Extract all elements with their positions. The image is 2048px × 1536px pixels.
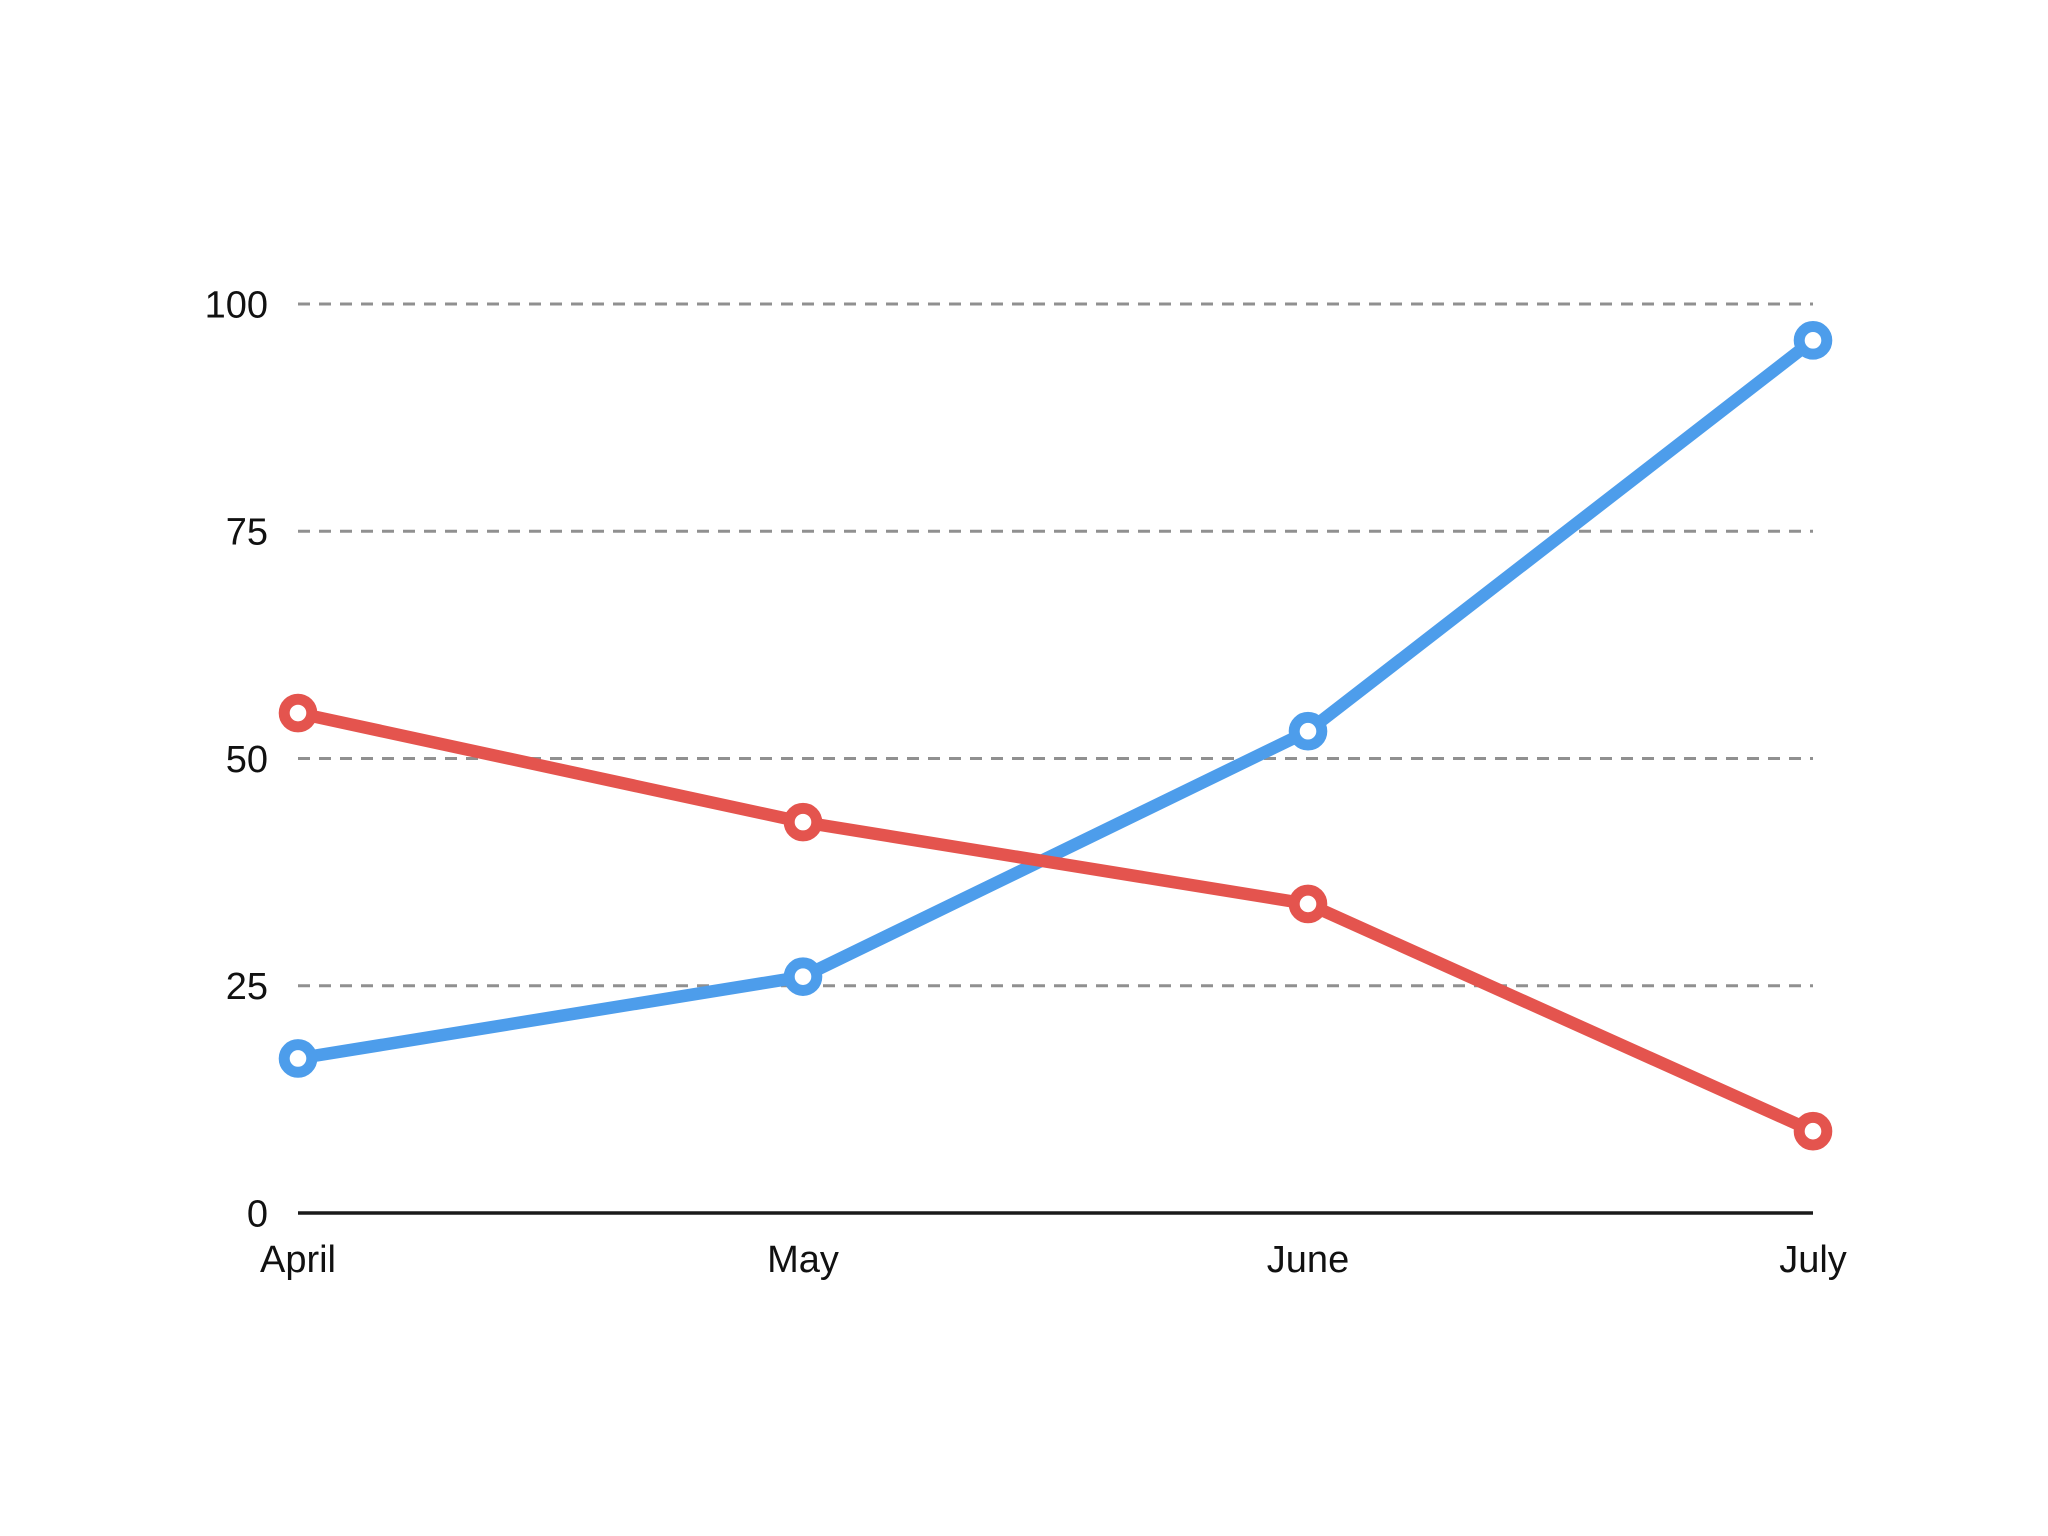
blue-series-point-july — [1793, 321, 1833, 360]
red-series-point-june — [1288, 884, 1328, 924]
y-tick-label-75: 75 — [226, 512, 268, 554]
red-series-point-july — [1793, 1111, 1833, 1151]
blue-series-point-may — [783, 957, 823, 996]
y-tick-label-50: 50 — [226, 739, 268, 781]
red-series-line — [291, 706, 1820, 1138]
x-tick-label-june: June — [1267, 1239, 1349, 1281]
x-tick-label-may: May — [767, 1239, 839, 1281]
y-tick-label-25: 25 — [226, 966, 268, 1008]
red-series-point-april — [278, 693, 318, 733]
blue-series-point-june — [1288, 711, 1328, 751]
y-tick-label-0: 0 — [247, 1193, 268, 1235]
x-tick-label-april: April — [260, 1239, 336, 1281]
red-series-point-may — [783, 802, 823, 842]
x-tick-label-july: July — [1779, 1239, 1847, 1281]
blue-series-line — [291, 334, 1820, 1065]
y-tick-label-100: 100 — [205, 284, 268, 326]
blue-series-point-april — [278, 1039, 318, 1078]
